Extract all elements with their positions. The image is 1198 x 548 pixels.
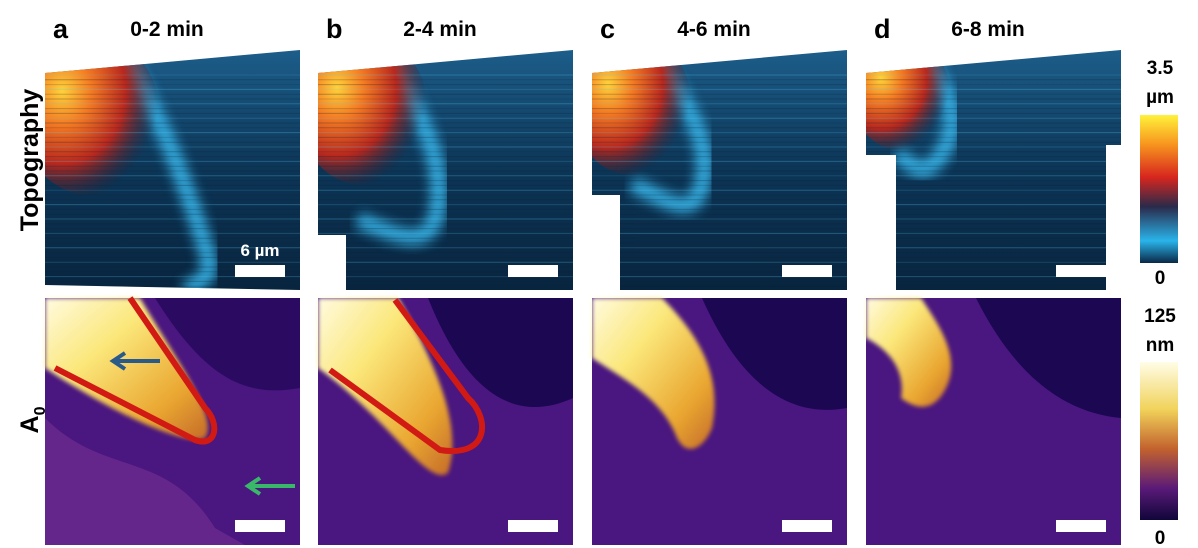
scale-bar (1056, 265, 1106, 277)
panel-title: 2-4 min (403, 18, 477, 41)
amplitude-image (592, 298, 847, 545)
colorbar-min: 0 (1155, 528, 1166, 548)
amplitude-image (45, 298, 300, 545)
feature (851, 40, 951, 150)
colorbar-max: 125 (1144, 306, 1176, 327)
panels: a 0-2 min b 2-4 min c 4-6 min d 6-8 min (20, 14, 1121, 545)
scale-bar (1056, 520, 1106, 532)
panel-title: 4-6 min (677, 18, 751, 41)
topography-image (298, 35, 573, 295)
row-label: Topography (16, 89, 44, 232)
colorbar (1140, 362, 1178, 520)
row-label-main: A (16, 415, 44, 433)
panel-letter: b (326, 14, 343, 44)
feature (298, 35, 428, 185)
scale-bar-label: 6 µm (240, 241, 279, 260)
topography-image (851, 40, 1121, 295)
panel-title: 0-2 min (130, 18, 204, 41)
scale-bar (508, 265, 558, 277)
panel-letter: d (874, 14, 891, 44)
topography-image (572, 35, 847, 295)
panel-title: 6-8 min (951, 18, 1025, 41)
panel-letter: a (53, 14, 69, 44)
colorbar-max: 3.5 (1147, 58, 1174, 79)
colorbar-unit: nm (1146, 335, 1175, 356)
row-label-subscript: 0 (32, 406, 49, 415)
panel-letter: c (600, 14, 615, 44)
amplitude-image (866, 298, 1121, 545)
scale-bar (782, 265, 832, 277)
scale-bar (508, 520, 558, 532)
row-label: A0 (16, 406, 49, 433)
amplitude-image (318, 298, 573, 545)
scale-bar (235, 520, 285, 532)
colorbar (1140, 115, 1178, 263)
scale-bar (235, 265, 285, 277)
colorbar-min: 0 (1155, 268, 1166, 289)
scale-bar (782, 520, 832, 532)
feature (572, 35, 692, 175)
figure: a 0-2 min b 2-4 min c 4-6 min d 6-8 min Topogra… (0, 0, 1198, 548)
page: {"panels": [ {"letter": "a", "title": "0… (0, 0, 1198, 548)
colorbar-unit: µm (1146, 87, 1174, 108)
